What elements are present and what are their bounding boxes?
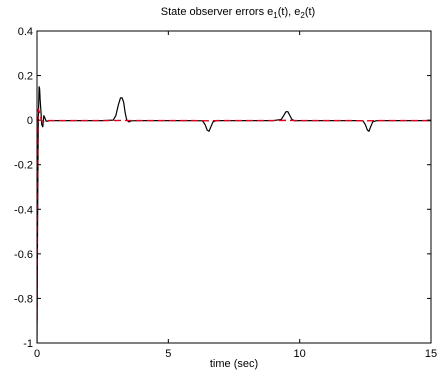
x-tick-label: 10 [294, 348, 306, 360]
x-tick-label: 5 [165, 348, 171, 360]
y-tick-label: -0.6 [14, 249, 33, 261]
plot-area-frame [36, 30, 432, 344]
y-tick-label: -0.8 [14, 293, 33, 305]
x-axis-label: time (sec) [210, 358, 258, 370]
y-tick-label: 0 [27, 115, 33, 127]
y-tick-label: -1 [23, 338, 33, 350]
x-tick-label: 15 [425, 348, 437, 360]
chart-title: State observer errors e1(t), e2(t) [161, 6, 315, 20]
y-tick-label: -0.2 [14, 160, 33, 172]
title-subscript-2: 2 [300, 11, 305, 20]
series-line-e2 [37, 108, 431, 321]
y-tick-label: -0.4 [14, 204, 33, 216]
y-tick-label: 0.4 [18, 26, 33, 38]
y-tick-label: 0.2 [18, 71, 33, 83]
x-tick-label: 0 [34, 348, 40, 360]
series-layer [37, 86, 431, 343]
title-subscript-1: 1 [273, 11, 278, 20]
